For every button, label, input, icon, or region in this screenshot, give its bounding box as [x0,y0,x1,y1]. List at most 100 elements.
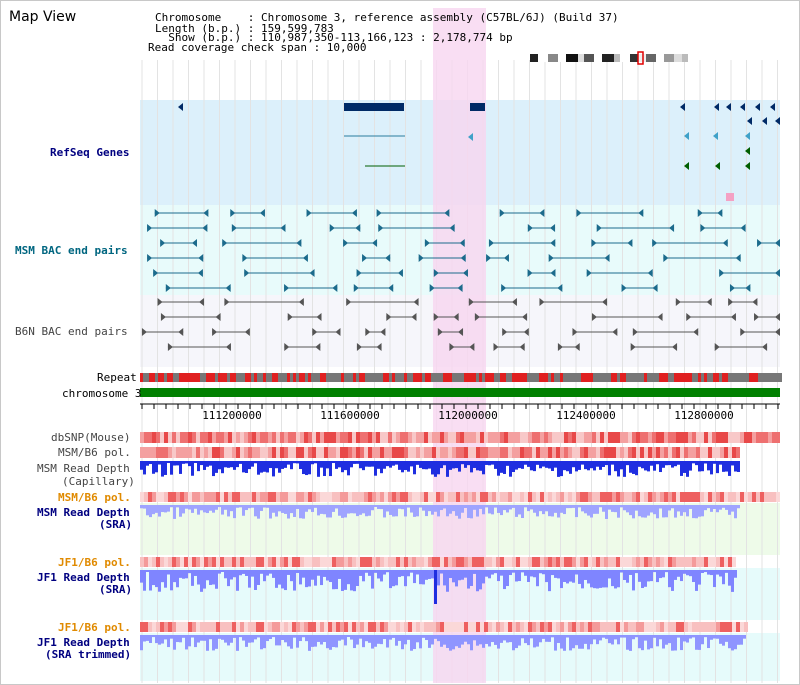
ideogram-band [614,54,620,62]
repeat-segment [698,373,701,382]
jf1-pol-cell [636,557,640,567]
jf1-trim-depth-bar [206,635,209,651]
track-label-msm-pol-2[interactable]: MSM/B6 pol. [58,491,131,504]
jf1-trim-depth-bar [464,635,467,642]
dbsnp-cell [292,432,296,443]
jf1-pol-cell [296,557,300,567]
gene-arrow [770,103,775,111]
msm-cap-depth-bar [431,461,434,475]
msm-cap-depth-bar [314,461,317,464]
jf1-pol2-cell [316,622,320,632]
track-label-jf1-pol-2[interactable]: JF1/B6 pol. [58,621,131,634]
jf1-pol2-cell [588,622,592,632]
jf1-trim-depth-bar [347,635,350,638]
msm-sra-depth-bar [308,505,311,510]
jf1-depth-bar [488,570,491,579]
msm-pol2-cell [656,492,660,502]
jf1-trim-depth-bar [332,635,335,648]
jf1-trim-depth-bar [395,635,398,646]
msm-cap-depth-bar [575,461,578,472]
msm-sra-depth-bar [413,505,416,517]
msm-cap-depth-bar [218,461,221,470]
msm-sra-depth-bar [521,505,524,519]
jf1-pol2-cell [620,622,624,632]
msm-sra-depth-bar [560,505,563,513]
dbsnp-cell [264,432,268,443]
track-label-dbsnp[interactable]: dbSNP(Mouse) [51,431,131,444]
jf1-pol-cell [384,557,388,567]
msm-cap-depth-bar [422,461,425,470]
msm-pol2-cell [164,492,168,502]
repeat-segment [776,373,779,382]
track-label-chromosome[interactable]: chromosome 3 [62,387,142,400]
b6n-bac-end [752,298,758,306]
b6n-bac-end [657,313,663,321]
track-label-msm-pol-1[interactable]: MSM/B6 pol. [58,446,131,459]
jf1-trim-depth-bar [626,635,629,650]
msm-cap-depth-bar [470,461,473,473]
msm-cap-depth-bar [170,461,173,475]
msm-cap-depth-bar [665,461,668,466]
msm-sra-depth-bar [185,505,188,509]
track-label-jf1-trimmed[interactable]: JF1 Read Depth [37,636,130,649]
msm-pol2-cell [512,492,516,502]
jf1-depth-bar [194,570,197,576]
msm-sra-depth-bar [335,505,338,509]
msm-bac-end [719,269,725,277]
msm-pol-cell [152,447,156,458]
jf1-trim-depth-bar [278,635,281,646]
msm-pol2-cell [732,492,736,502]
msm-pol-cell [404,447,408,458]
jf1-pol2-cell [428,622,432,632]
msm-pol2-cell [668,492,672,502]
track-label-b6n-bac[interactable]: B6N BAC end pairs [15,325,128,338]
jf1-pol-cell [444,557,448,567]
jf1-pol2-cell [320,622,324,632]
track-label-msm-depth-sra[interactable]: MSM Read Depth [37,506,130,519]
repeat-segment [203,373,206,382]
msm-cap-depth-bar [143,461,146,475]
msm-cap-depth-bar [521,461,524,469]
track-label-msm-bac[interactable]: MSM BAC end pairs [15,244,128,257]
jf1-trim-depth-bar [419,635,422,649]
msm-bac-end [429,284,435,292]
b6n-bac-end [519,343,525,351]
b6n-bac-end [458,328,464,336]
track-label-refseq[interactable]: RefSeq Genes [50,146,130,159]
jf1-trim-depth-bar [734,635,737,650]
jf1-trim-depth-bar [326,635,329,649]
jf1-pol2-cell [596,622,600,632]
dbsnp-cell [176,432,180,443]
jf1-pol2-cell [508,622,512,632]
msm-pol2-cell [444,492,448,502]
track-label-msm-depth-cap[interactable]: MSM Read Depth [37,462,130,475]
msm-pol-cell [612,447,616,458]
jf1-trim-depth-bar [158,635,161,645]
repeat-segment [545,373,548,382]
repeat-segment [680,373,683,382]
msm-pol-cell [652,447,656,458]
dbsnp-cell [196,432,200,443]
dbsnp-cell [296,432,300,443]
msm-bac-end [627,239,633,247]
repeat-segment [320,373,323,382]
msm-cap-depth-bar [425,461,428,470]
msm-bac-end [550,239,556,247]
jf1-depth-bar [527,570,530,582]
track-label-repeat[interactable]: Repeat [97,371,137,384]
repeat-segment [686,373,689,382]
msm-pol2-cell [776,492,780,502]
jf1-pol2-cell [296,622,300,632]
b6n-bac-end [287,313,293,321]
track-label-jf1-depth[interactable]: JF1 Read Depth [37,571,130,584]
jf1-depth-bar [557,570,560,579]
jf1-pol2-cell [504,622,508,632]
track-label-jf1-pol-1[interactable]: JF1/B6 pol. [58,556,131,569]
repeat-segment [671,373,674,382]
msm-cap-depth-bar [260,461,263,473]
jf1-depth-bar [500,570,503,576]
msm-cap-depth-bar [638,461,641,467]
msm-sra-depth-bar [404,505,407,517]
jf1-depth-bar [653,570,656,573]
